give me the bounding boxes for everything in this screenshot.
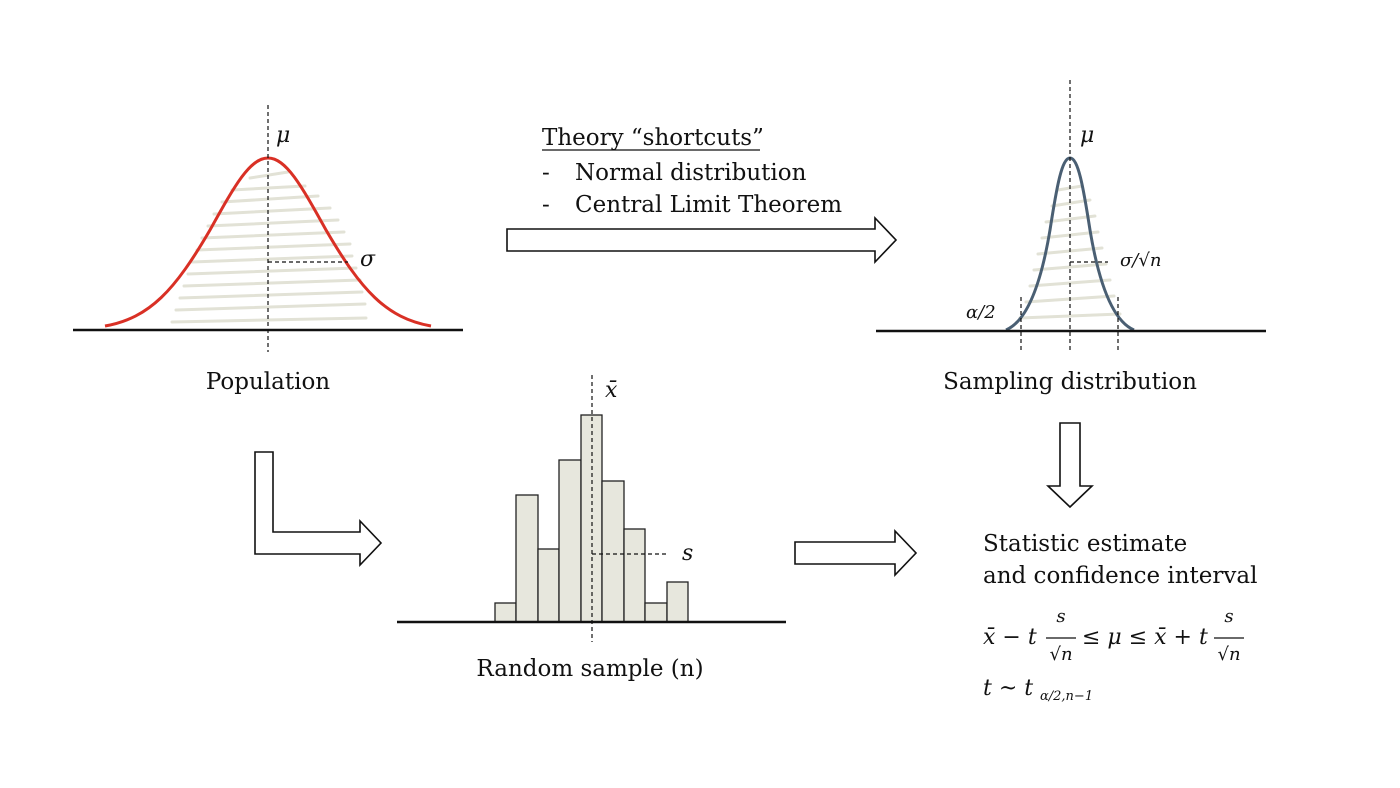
formula-fraction-1-denominator: √n — [1049, 644, 1072, 665]
sample-label: Random sample (n) — [476, 656, 703, 682]
population-mean-symbol: μ — [276, 123, 290, 148]
t-dist-base: t ~ t — [983, 676, 1033, 701]
theory-heading: Theory “shortcuts” — [542, 125, 764, 151]
histogram-bar-6 — [601, 480, 625, 623]
sampling-mean-symbol: μ — [1080, 123, 1094, 148]
formula-middle: ≤ μ ≤ x̄ + t — [1082, 625, 1208, 650]
formula-fraction-1-numerator: s — [1056, 606, 1065, 627]
sampling-arrow-down — [1046, 422, 1094, 509]
population-shading — [170, 170, 368, 324]
estimate-title-line-2: and confidence interval — [983, 563, 1257, 589]
sampling-panel: μ σ/√n α/2 Sampling distribution — [876, 80, 1266, 509]
formula-lhs: x̄ − t — [983, 625, 1037, 650]
histogram-bar-7 — [623, 528, 646, 623]
t-dist-subscript: α/2,n−1 — [1040, 689, 1093, 704]
sample-sd-symbol: s — [682, 541, 693, 566]
population-label: Population — [206, 369, 330, 395]
theory-arrow-right — [506, 216, 898, 264]
sampling-tail-symbol: α/2 — [966, 302, 996, 323]
histogram-bar-1 — [494, 602, 517, 623]
theory-item-2-text: Central Limit Theorem — [575, 192, 842, 218]
estimate-title-line-1: Statistic estimate — [983, 531, 1187, 557]
histogram-bar-2 — [515, 494, 539, 623]
population-panel: μ σ Population — [73, 105, 463, 395]
sampling-label: Sampling distribution — [943, 369, 1197, 395]
population-sd-symbol: σ — [360, 247, 376, 272]
theory-item-1-text: Normal distribution — [575, 160, 807, 186]
population-to-sample-arrow — [254, 451, 383, 567]
sample-to-estimate-arrow — [794, 529, 918, 577]
histogram-bar-9 — [666, 581, 689, 623]
formula-fraction-2-denominator: √n — [1217, 644, 1240, 665]
formula-fraction-2-numerator: s — [1224, 606, 1233, 627]
t-distribution-note: t ~ t α/2,n−1 — [983, 676, 1093, 704]
sample-mean-symbol: x̄ — [605, 378, 618, 403]
theory-panel: Theory “shortcuts” - Normal distribution… — [506, 125, 898, 264]
theory-item-2-bullet: - — [542, 192, 550, 218]
estimate-panel: Statistic estimate and confidence interv… — [983, 531, 1257, 704]
confidence-interval-formula: x̄ − t s √n ≤ μ ≤ x̄ + t s √n — [983, 606, 1244, 665]
histogram-bar-4 — [558, 459, 582, 623]
histogram-bar-8 — [644, 602, 668, 623]
sampling-se-symbol: σ/√n — [1120, 250, 1161, 271]
histogram-bar-3 — [537, 548, 560, 623]
sample-panel: x̄ s Random sample (n) — [254, 375, 918, 682]
theory-item-1-bullet: - — [542, 160, 550, 186]
